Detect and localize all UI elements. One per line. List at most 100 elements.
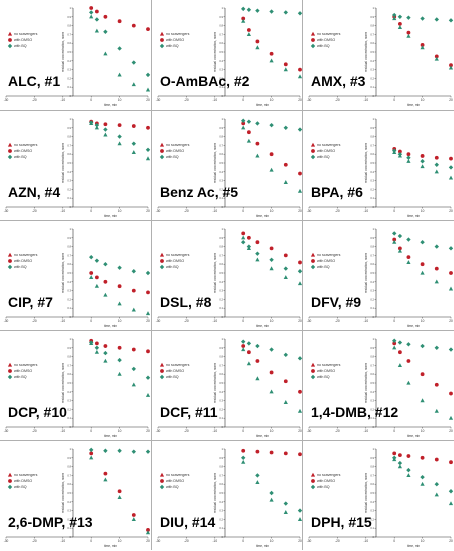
data-point xyxy=(246,361,251,366)
y-tick-label: 0 xyxy=(373,94,375,98)
legend-marker xyxy=(310,472,316,477)
y-tick-label: 0.1 xyxy=(219,526,223,530)
legend-marker xyxy=(8,369,12,373)
legend-label: no scavengers xyxy=(14,32,38,36)
data-point xyxy=(246,7,252,12)
y-tick-label: 0.6 xyxy=(370,152,374,156)
data-point xyxy=(94,125,99,130)
legend-label: no scavengers xyxy=(14,473,38,477)
data-point xyxy=(131,382,136,387)
y-tick-label: 0.9 xyxy=(67,456,71,460)
chart-svg: 0 0.1 0.2 0.3 0.4 0.5 0.6 0.7 0.8 0.9 1 -30 -20 -10 0 1… xyxy=(156,447,303,548)
data-point xyxy=(246,32,251,36)
chart-svg: 0 0.1 0.2 0.3 0.4 0.5 0.6 0.7 0.8 0.9 1 -30 -20 -10 0 1… xyxy=(307,227,454,328)
legend-label: with BQ xyxy=(14,265,27,269)
data-point xyxy=(94,283,99,288)
y-tick-label: 0.4 xyxy=(67,390,71,394)
chart-svg: 0 0.1 0.2 0.3 0.4 0.5 0.6 0.7 0.8 0.9 1 -30 -20 -10 0 1… xyxy=(156,117,303,218)
data-point xyxy=(392,231,397,236)
data-point xyxy=(246,119,252,124)
x-tick-label: -20 xyxy=(32,539,37,543)
y-tick-label: 0.9 xyxy=(370,456,374,460)
x-tick-label: -10 xyxy=(212,98,217,102)
x-tick-label: -30 xyxy=(4,319,9,323)
x-axis-label: time, min xyxy=(104,544,117,548)
y-tick-label: 0.8 xyxy=(370,24,374,28)
chart-svg: 0 0.1 0.2 0.3 0.4 0.5 0.6 0.7 0.8 0.9 1 -30 -20 -10 0 1… xyxy=(307,447,454,548)
data-point xyxy=(246,235,251,240)
y-tick-label: 0.9 xyxy=(219,456,223,460)
legend-label: with DMSO xyxy=(14,479,32,483)
data-point xyxy=(406,342,411,347)
y-tick-label: 0.6 xyxy=(67,152,71,156)
chart-panel: 0 0.1 0.2 0.3 0.4 0.5 0.6 0.7 0.8 0.9 1 -30 -20 -10 0 1… xyxy=(152,441,303,551)
y-tick-label: 0.1 xyxy=(370,306,374,310)
data-point xyxy=(255,39,260,44)
data-point xyxy=(397,246,402,251)
data-point xyxy=(269,450,274,455)
y-tick-label: 0 xyxy=(70,535,72,539)
legend-marker xyxy=(160,259,164,263)
y-tick-label: 0 xyxy=(70,205,72,209)
legend-label: with BQ xyxy=(317,44,330,48)
y-tick-label: 0.8 xyxy=(67,24,71,28)
data-point xyxy=(103,279,108,284)
legend-label: with BQ xyxy=(14,375,27,379)
data-point xyxy=(449,63,453,68)
y-tick-label: 1 xyxy=(222,337,224,341)
x-axis-label: time, min xyxy=(104,434,117,438)
data-point xyxy=(246,341,252,346)
data-point xyxy=(255,251,260,256)
legend-label: with DMSO xyxy=(317,369,335,373)
y-tick-label: 0.3 xyxy=(370,179,374,183)
data-point xyxy=(117,284,122,289)
x-tick-label: 10 xyxy=(270,319,274,323)
y-tick-label: 0 xyxy=(222,535,224,539)
y-tick-label: 0.7 xyxy=(67,363,71,367)
x-axis-label: time, min xyxy=(104,214,117,218)
legend-label: no scavengers xyxy=(166,473,190,477)
x-tick-label: -10 xyxy=(363,429,368,433)
y-tick-label: 0.1 xyxy=(219,416,223,420)
data-point xyxy=(117,141,122,146)
x-tick-label: 10 xyxy=(270,209,274,213)
data-point xyxy=(241,118,246,123)
data-point xyxy=(448,165,454,170)
grid-divider xyxy=(0,330,454,331)
data-point xyxy=(241,121,246,126)
y-tick-label: 0.4 xyxy=(219,500,223,504)
chart-title: BPA, #6 xyxy=(311,184,363,200)
chart-svg: 0 0.1 0.2 0.3 0.4 0.5 0.6 0.7 0.8 0.9 1 -30 -20 -10 0 1… xyxy=(156,6,303,107)
chart-svg: 0 0.1 0.2 0.3 0.4 0.5 0.6 0.7 0.8 0.9 1 -30 -20 -10 0 1… xyxy=(4,447,151,548)
data-point xyxy=(117,72,122,77)
y-tick-label: 0 xyxy=(373,425,375,429)
data-point xyxy=(449,391,453,396)
grid-divider xyxy=(0,110,454,111)
data-point xyxy=(117,357,122,363)
y-tick-label: 0.1 xyxy=(370,526,374,530)
y-tick-label: 0.7 xyxy=(219,473,223,477)
data-point xyxy=(241,448,246,453)
chart-panel: 0 0.1 0.2 0.3 0.4 0.5 0.6 0.7 0.8 0.9 1 -30 -20 -10 0 1… xyxy=(303,331,454,441)
x-tick-label: -30 xyxy=(156,98,161,102)
legend-marker xyxy=(159,472,165,477)
data-point xyxy=(283,67,288,72)
x-tick-label: 0 xyxy=(90,539,92,543)
data-point xyxy=(241,18,246,23)
data-point xyxy=(269,389,274,394)
data-point xyxy=(448,415,454,420)
chart-svg: 0 0.1 0.2 0.3 0.4 0.5 0.6 0.7 0.8 0.9 1 -30 -20 -10 0 1… xyxy=(156,227,303,328)
legend-label: no scavengers xyxy=(317,32,341,36)
grid-divider xyxy=(0,220,454,221)
data-point xyxy=(448,65,454,70)
data-point xyxy=(420,164,425,169)
y-tick-label: 1 xyxy=(222,117,224,121)
data-point xyxy=(241,459,246,464)
y-tick-label: 0 xyxy=(222,315,224,319)
y-tick-label: 0.8 xyxy=(219,465,223,469)
x-tick-label: -20 xyxy=(335,539,340,543)
legend-label: with BQ xyxy=(166,155,179,159)
chart-title: DCF, #11 xyxy=(160,404,218,420)
y-tick-label: 0.6 xyxy=(219,152,223,156)
x-tick-label: 10 xyxy=(421,429,425,433)
